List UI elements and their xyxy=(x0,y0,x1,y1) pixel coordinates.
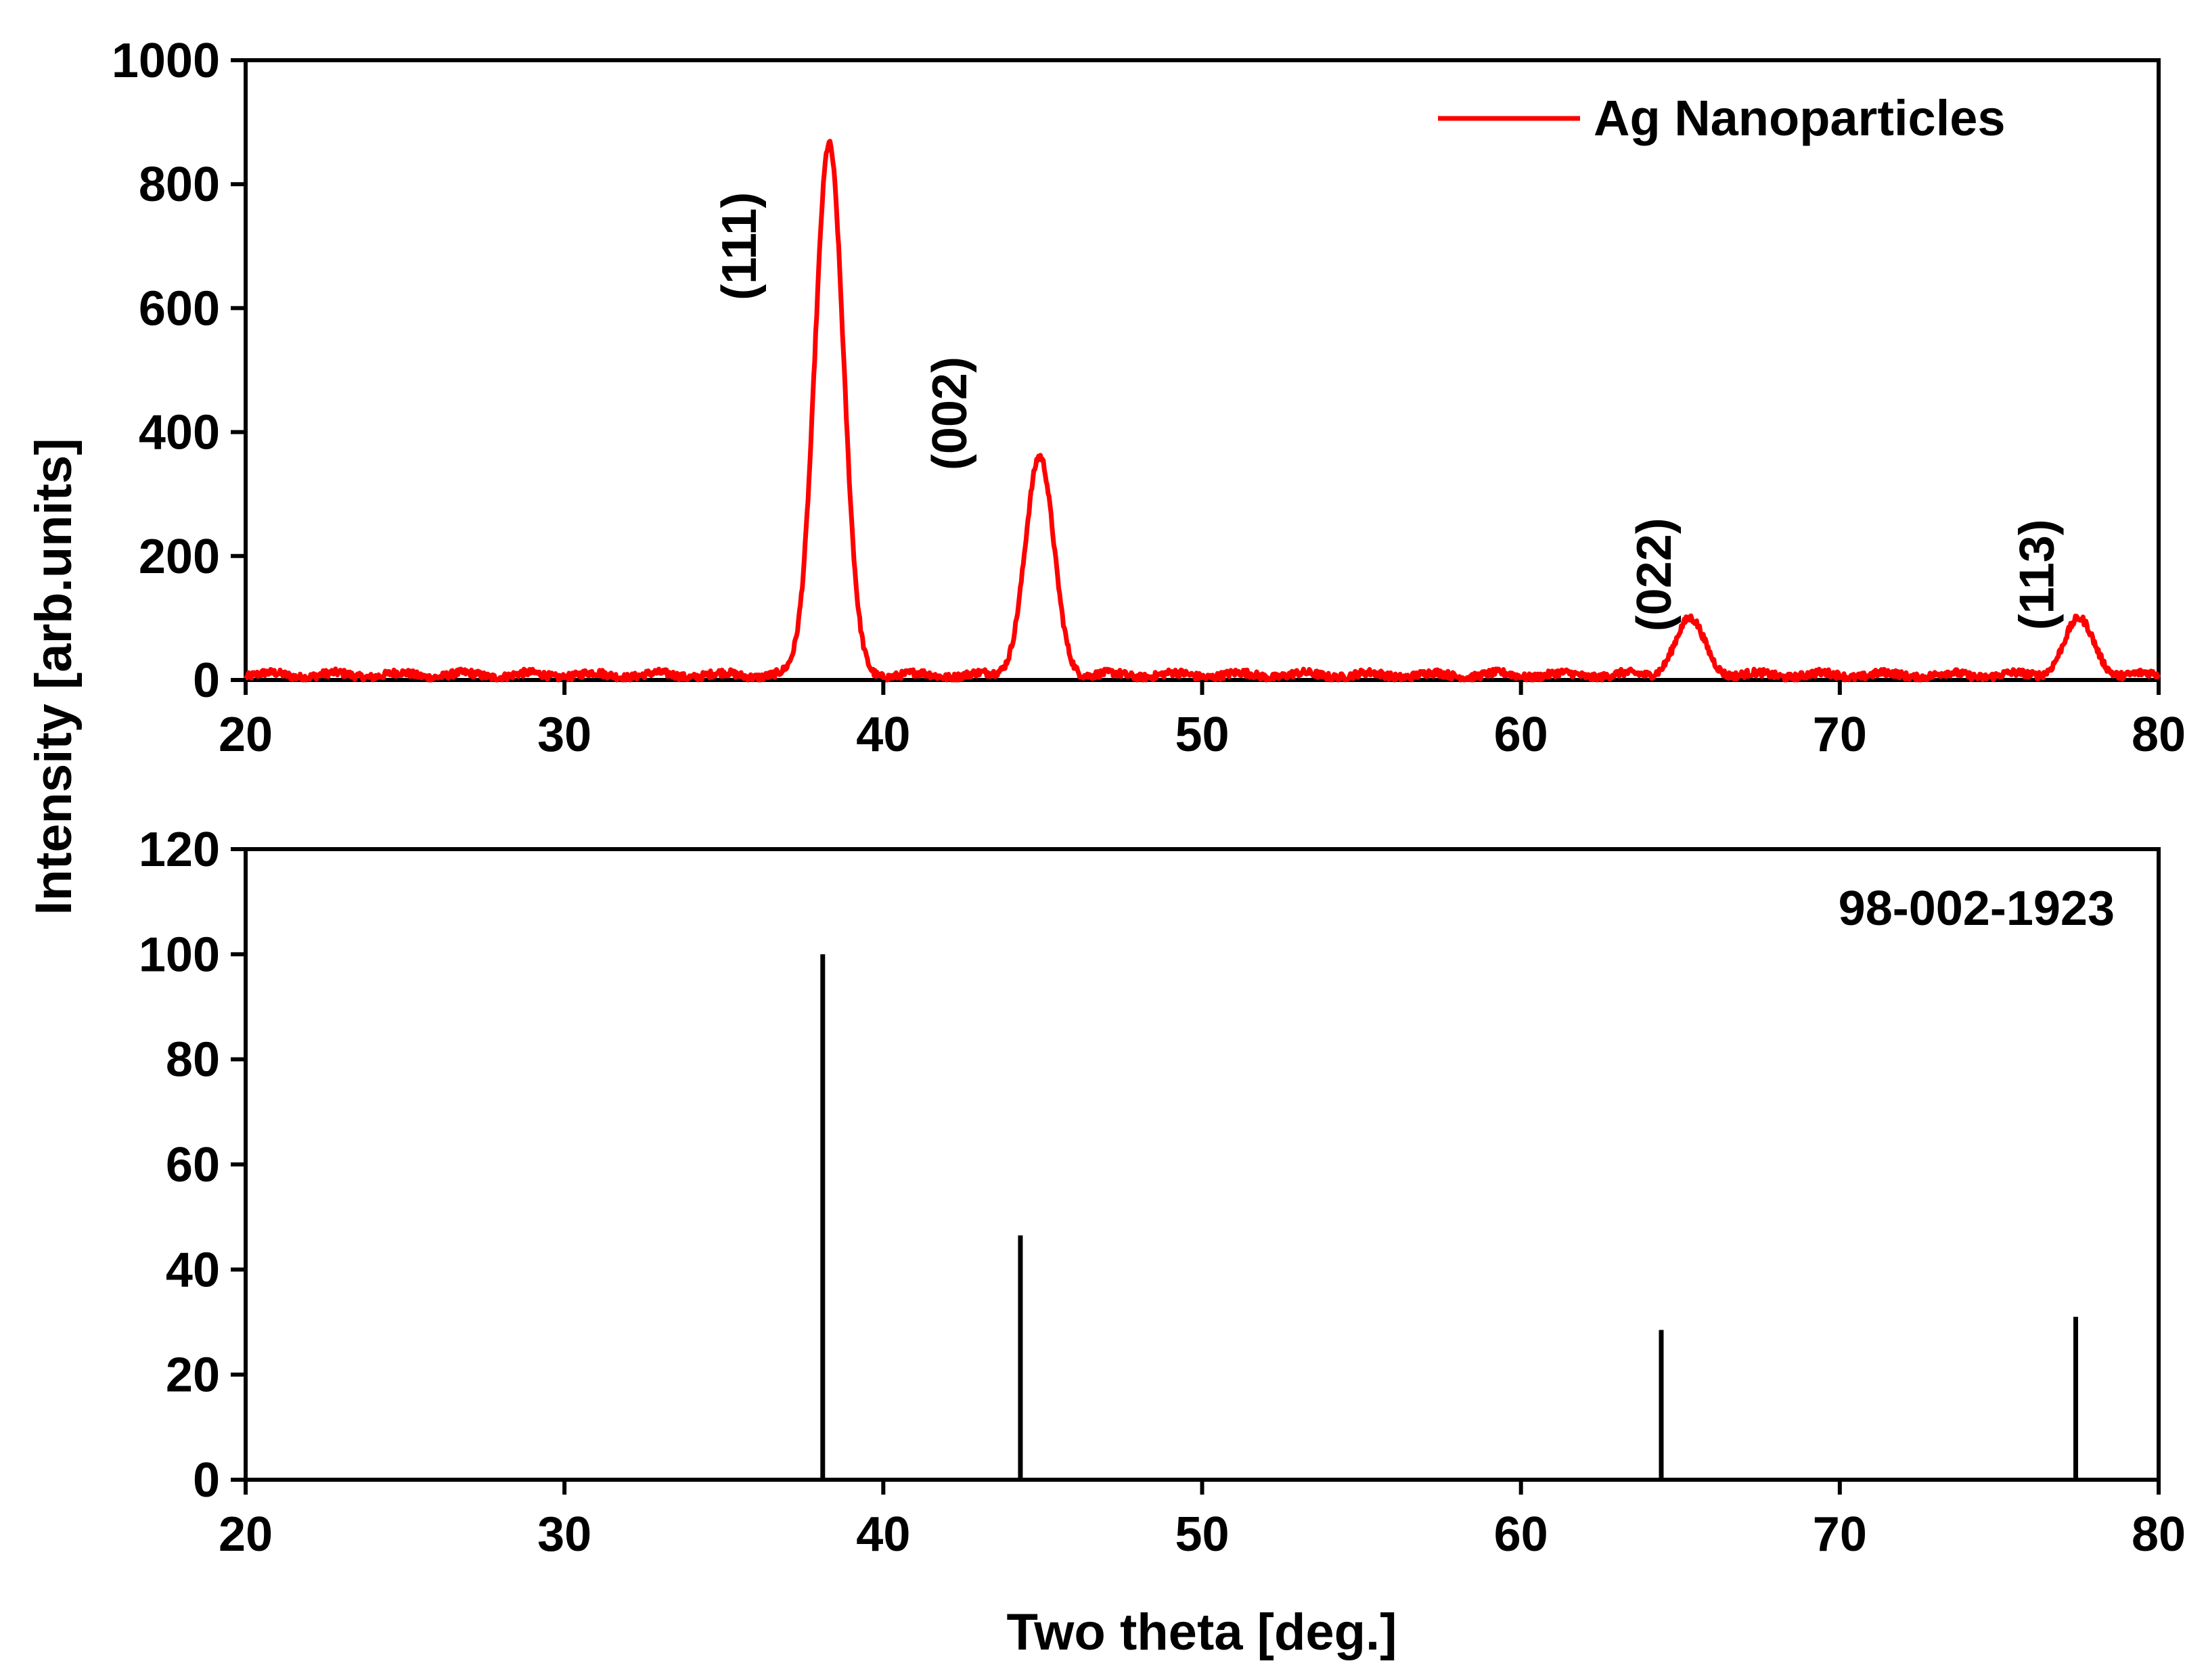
top-y-tick-label: 200 xyxy=(139,530,220,584)
xrd-pattern-line xyxy=(243,139,2161,683)
bottom-x-tick-label: 20 xyxy=(219,1507,273,1562)
top-x-tick-label: 80 xyxy=(2132,708,2186,762)
bottom-x-tick-label: 70 xyxy=(1813,1507,1867,1562)
x-axis-title: Two theta [deg.] xyxy=(1007,1604,1397,1661)
top-y-tick-label: 1000 xyxy=(112,34,220,88)
reference-card-label: 98-002-1923 xyxy=(1839,882,2115,936)
top-y-tick-label: 0 xyxy=(193,654,220,708)
top-y-tick-label: 800 xyxy=(139,158,220,212)
top-panel: 20 30 40 50 60 70 80 0 200 400 600 800 1000 (111) (0… xyxy=(112,34,2186,762)
top-x-tick-label: 30 xyxy=(537,708,591,762)
top-plot-frame xyxy=(244,58,2161,682)
peak-label: (002) xyxy=(923,357,977,470)
peak-label: (111) xyxy=(713,192,767,300)
bottom-x-tick-label: 80 xyxy=(2132,1507,2186,1562)
legend-label: Ag Nanoparticles xyxy=(1594,90,2006,146)
bottom-y-tick-label: 60 xyxy=(166,1138,220,1192)
y-axis-title: Intensity [arb.units] xyxy=(25,438,83,915)
top-y-tick-label: 400 xyxy=(139,406,220,460)
top-x-tick-label: 40 xyxy=(856,708,910,762)
bottom-y-tick-label: 100 xyxy=(139,928,220,982)
bottom-x-tick-label: 60 xyxy=(1494,1507,1548,1562)
top-x-tick-label: 20 xyxy=(219,708,273,762)
bottom-y-tick-label: 80 xyxy=(166,1033,220,1087)
bottom-y-tick-label: 120 xyxy=(139,823,220,877)
bottom-y-tick-label: 40 xyxy=(166,1243,220,1297)
top-x-tick-label: 50 xyxy=(1175,708,1229,762)
peak-label: (113) xyxy=(2010,519,2065,630)
top-x-tick-label: 70 xyxy=(1813,708,1867,762)
bottom-x-tick-label: 30 xyxy=(537,1507,591,1562)
top-x-tick-label: 60 xyxy=(1494,708,1548,762)
bottom-y-tick-label: 20 xyxy=(166,1348,220,1403)
bottom-plot-frame xyxy=(244,847,2161,1482)
peak-label: (022) xyxy=(1627,518,1682,631)
top-y-tick-label: 600 xyxy=(139,281,220,336)
bottom-x-tick-label: 40 xyxy=(856,1507,910,1562)
bottom-x-tick-label: 50 xyxy=(1175,1507,1229,1562)
bottom-y-tick-label: 0 xyxy=(193,1453,220,1507)
